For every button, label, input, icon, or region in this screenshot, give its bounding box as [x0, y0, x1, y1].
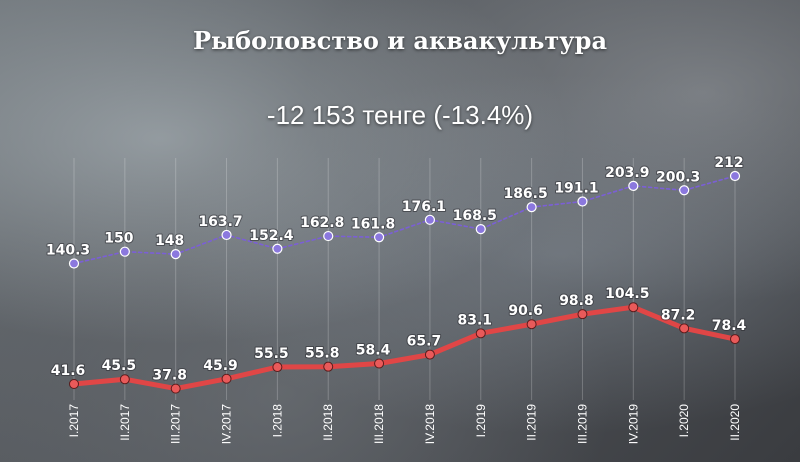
series-1-point	[272, 243, 283, 254]
x-tick-label: I.2020	[677, 404, 691, 438]
series-2-point	[730, 334, 740, 345]
series-2-data-label: 55.5	[254, 346, 289, 362]
series-2-point	[69, 379, 79, 389]
series-2-data-label: 58.4	[356, 342, 391, 358]
series-1-data-label: 150	[104, 231, 133, 247]
x-tick-label: I.2018	[270, 404, 284, 438]
series-1-data-label: 152.4	[249, 228, 294, 244]
series-line-1	[73, 175, 736, 265]
series-1-point	[68, 258, 80, 269]
series-2-data-label: 78.4	[712, 318, 747, 334]
series-1-data-label: 203.9	[605, 165, 649, 181]
series-1-point	[628, 180, 639, 191]
x-tick-label: I.2019	[474, 404, 488, 438]
data-labels: 140.3 150 148 163.7 152.4 162.8 161.8 176.1 168.…	[45, 154, 748, 385]
series-2-data-label: 87.2	[661, 307, 696, 323]
x-tick-label: III.2017	[169, 404, 183, 444]
series-line-2	[71, 304, 738, 392]
series-2-point	[526, 319, 537, 330]
chart-subtitle: -12 153 тенге (-13.4%)	[266, 100, 534, 130]
series-1-point	[729, 170, 741, 182]
series-2-point	[119, 374, 130, 385]
series-2-point	[272, 362, 283, 373]
series-2-data-label: 45.9	[203, 358, 238, 374]
series-2-data-label: 98.8	[559, 293, 594, 309]
series-2-point	[424, 349, 435, 360]
series-2-point	[679, 323, 690, 334]
series-2-data-label: 83.1	[457, 312, 492, 328]
x-tick-label: I.2017	[67, 404, 81, 438]
series-1-data-label: 186.5	[503, 186, 547, 202]
x-tick-label: IV.2017	[220, 404, 234, 445]
x-tick-label: II.2018	[321, 404, 335, 441]
series-2-point	[374, 358, 385, 369]
series-2-data-label: 65.7	[407, 334, 442, 350]
chart-title: Рыболовство и аквакультура	[193, 26, 607, 55]
series-1-data-label: 163.7	[198, 214, 242, 230]
series-2-point	[170, 383, 181, 394]
x-axis: I.2017 II.2017 III.2017 IV.2017 I.2018 II.201…	[67, 404, 742, 445]
x-tick-label: II.2019	[525, 404, 539, 441]
x-tick-label: IV.2019	[626, 404, 640, 445]
series-1-data-label: 140.3	[46, 243, 90, 259]
series-1-point	[679, 185, 690, 196]
series-1-point	[577, 196, 588, 207]
x-tick-label: II.2017	[118, 404, 132, 441]
series-2-data-label: 41.6	[51, 363, 86, 379]
series-1-data-label: 176.1	[402, 199, 446, 215]
x-tick-label: IV.2018	[423, 404, 437, 445]
gridlines	[73, 158, 736, 400]
series-2-data-label: 104.5	[605, 286, 649, 302]
series-2-data-label: 37.8	[152, 368, 187, 384]
series-1-point	[424, 214, 436, 225]
series-1-point	[119, 246, 130, 257]
series-2-point	[323, 361, 334, 372]
series-2-data-label: 90.6	[508, 303, 543, 319]
x-tick-label: II.2020	[728, 404, 742, 441]
series-1-data-label: 200.3	[656, 169, 700, 185]
series-2-point	[221, 373, 232, 384]
series-1-data-label: 161.8	[351, 216, 395, 232]
series-2-point	[475, 328, 486, 339]
series-2-data-label: 55.8	[305, 346, 340, 362]
series-1-point	[221, 229, 232, 241]
series-1-data-label: 148	[155, 233, 184, 249]
series-2-point	[577, 309, 588, 320]
series-1-point	[526, 202, 537, 213]
series-2-point	[628, 302, 639, 313]
data-points	[68, 170, 741, 394]
series-1-data-label: 162.8	[300, 215, 344, 231]
series-1-data-label: 191.1	[554, 181, 598, 197]
series-1-data-label: 212	[714, 155, 743, 171]
series-lines	[71, 175, 738, 392]
series-1-point	[323, 230, 334, 242]
series-1-point	[373, 232, 385, 243]
series-1-point	[170, 249, 181, 260]
x-tick-label: III.2019	[575, 404, 589, 444]
series-2-data-label: 45.5	[102, 358, 137, 374]
series-1-data-label: 168.5	[453, 208, 497, 224]
x-tick-label: III.2018	[372, 404, 386, 444]
series-1-point	[475, 223, 486, 235]
